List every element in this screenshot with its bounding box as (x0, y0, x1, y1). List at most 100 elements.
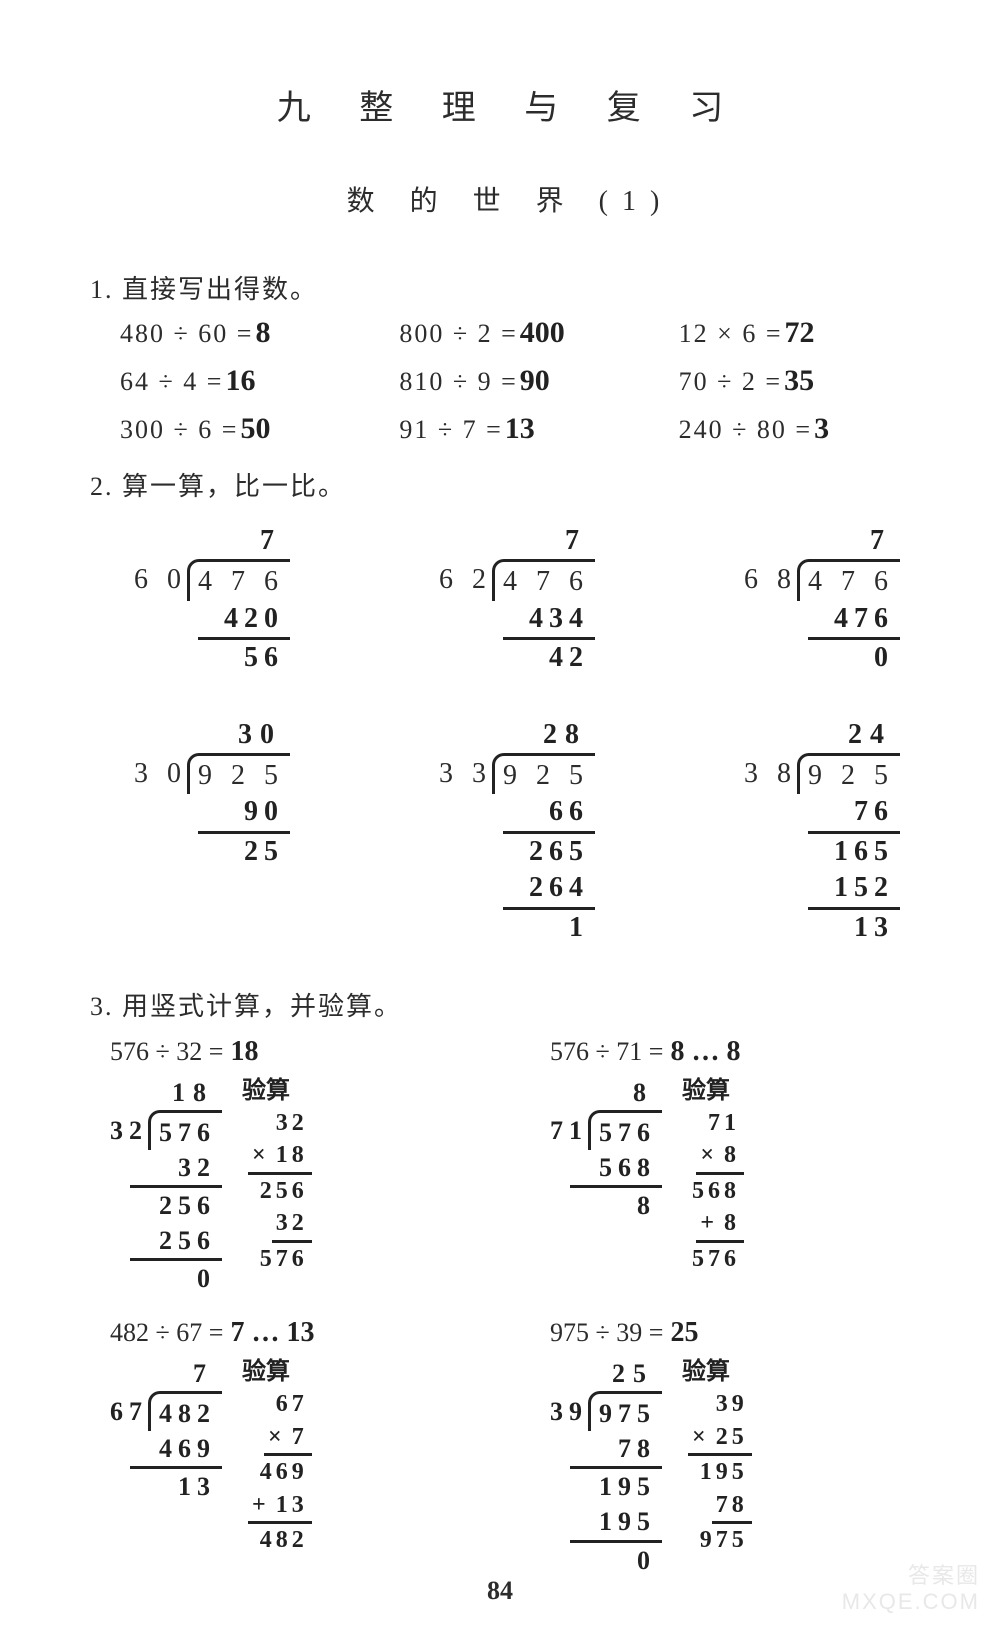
check-line: 18 (248, 1139, 312, 1174)
division-step: 256 (130, 1185, 222, 1223)
long-division: 243 89 2 57616515213 (720, 717, 930, 946)
quotient: 8 (633, 1075, 662, 1110)
check-line: 195 (696, 1456, 752, 1488)
divisor: 3 3 (439, 756, 492, 792)
q1-item: 300 ÷ 6 =50 (120, 412, 371, 446)
check-line: 7 (264, 1421, 312, 1456)
check-line: 469 (256, 1456, 312, 1488)
dividend: 4 7 6 (492, 559, 595, 600)
division-step: 8 (570, 1185, 662, 1223)
dividend: 4 7 6 (797, 559, 900, 600)
q1-item: 800 ÷ 2 =400 (399, 316, 650, 350)
division-step: 13 (130, 1466, 222, 1504)
long-division: 76 84 7 64760 (720, 523, 930, 677)
q1-grid: 480 ÷ 60 =8800 ÷ 2 =40012 × 6 =7264 ÷ 4 … (120, 316, 930, 446)
division-step: 265 (503, 831, 595, 870)
division-step: 0 (570, 1540, 662, 1578)
division-frame: 6 24 7 6 (439, 559, 595, 600)
division-step: 420 (198, 601, 290, 637)
quotient: 7 (870, 523, 900, 559)
check-line: 32 (272, 1207, 312, 1242)
check-label: 验算 (682, 1356, 730, 1388)
division-step: 0 (808, 637, 900, 676)
q1-item: 240 ÷ 80 =3 (679, 412, 930, 446)
divisor: 32 (110, 1113, 148, 1148)
watermark-line-2: MXQE.COM (842, 1589, 980, 1615)
q3-answer: 8 … 8 (663, 1036, 740, 1067)
check-line: 8 (696, 1207, 744, 1242)
division-step: 469 (130, 1431, 222, 1466)
check-line: 25 (688, 1421, 752, 1456)
division-step: 165 (808, 831, 900, 870)
divisor: 67 (110, 1394, 148, 1429)
check-line: 576 (688, 1243, 744, 1275)
division-step: 1 (503, 907, 595, 946)
q1-expr: 240 ÷ 80 = (679, 415, 812, 444)
verification: 验算67746913482 (248, 1356, 312, 1556)
division-step: 0 (130, 1258, 222, 1296)
q3-equation: 975 ÷ 39 = 25 (550, 1314, 930, 1352)
division-step: 195 (570, 1504, 662, 1539)
long-division: 7 6748246913 (110, 1356, 222, 1556)
q1-expr: 64 ÷ 4 = (120, 367, 223, 396)
divisor: 3 0 (134, 756, 187, 792)
division-step: 78 (570, 1431, 662, 1466)
division-frame: 6 84 7 6 (744, 559, 900, 600)
q1-item: 91 ÷ 7 =13 (399, 412, 650, 446)
division-step: 76 (808, 794, 900, 830)
division-step: 568 (570, 1150, 662, 1185)
divisor: 3 8 (744, 756, 797, 792)
check-line: 256 (256, 1175, 312, 1207)
q1-answer: 50 (240, 412, 270, 445)
divisor: 39 (550, 1394, 588, 1429)
q3-equation: 482 ÷ 67 = 7 … 13 (110, 1314, 490, 1352)
divisor: 6 2 (439, 562, 492, 598)
q3-answer: 7 … 13 (223, 1317, 314, 1348)
q1-prompt: 1. 直接写出得数。 (90, 269, 930, 306)
q1-expr: 810 ÷ 9 = (399, 367, 517, 396)
dividend: 9 2 5 (492, 753, 595, 794)
check-line: 482 (256, 1524, 312, 1556)
q1-answer: 8 (255, 316, 270, 349)
division-step: 13 (808, 907, 900, 946)
verification: 验算392519578975 (688, 1356, 752, 1578)
dividend: 975 (588, 1391, 662, 1431)
page-number: 84 (487, 1576, 513, 1606)
quotient: 7 (193, 1356, 222, 1391)
divisor: 6 8 (744, 562, 797, 598)
divisor: 71 (550, 1113, 588, 1148)
dividend: 482 (148, 1391, 222, 1431)
long-division: 76 24 7 643442 (415, 523, 625, 677)
dividend: 9 2 5 (797, 753, 900, 794)
quotient: 28 (543, 717, 595, 753)
dividend: 576 (588, 1110, 662, 1150)
watermark-line-1: 答案圈 (842, 1563, 980, 1589)
q3-row-2: 482 ÷ 67 = 7 … 1376748246913验算6774691348… (110, 1314, 930, 1577)
verification: 验算7185688576 (688, 1075, 744, 1275)
long-division: 1832576322562560 (110, 1075, 222, 1297)
q3-expr: 482 ÷ 67 = (110, 1318, 223, 1347)
section-title: 数 的 世 界 (1) (90, 179, 930, 219)
division-frame: 71576 (550, 1110, 662, 1150)
check-line: 975 (696, 1524, 752, 1556)
division-frame: 3 09 2 5 (134, 753, 290, 794)
division-step: 264 (503, 870, 595, 906)
q3-item: 576 ÷ 71 = 8 … 88715765688验算7185688576 (550, 1033, 930, 1296)
q1-answer: 400 (520, 316, 565, 349)
division-step: 476 (808, 601, 900, 637)
check-line: 67 (272, 1388, 312, 1420)
chapter-title: 九 整 理 与 复 习 (90, 80, 930, 129)
q1-answer: 90 (520, 364, 550, 397)
q3-work: 2539975781951950验算392519578975 (550, 1356, 930, 1578)
long-division: 2539975781951950 (550, 1356, 662, 1578)
division-step: 434 (503, 601, 595, 637)
q3-expr: 576 ÷ 32 = (110, 1037, 223, 1066)
check-line: 32 (272, 1107, 312, 1139)
q1-expr: 70 ÷ 2 = (679, 367, 782, 396)
q3-answer: 18 (223, 1036, 258, 1067)
q1-expr: 800 ÷ 2 = (399, 319, 517, 348)
check-line: 8 (696, 1139, 744, 1174)
q3-prompt: 3. 用竖式计算，并验算。 (90, 986, 930, 1023)
q1-answer: 16 (225, 364, 255, 397)
long-division: 303 09 2 59025 (110, 717, 320, 946)
